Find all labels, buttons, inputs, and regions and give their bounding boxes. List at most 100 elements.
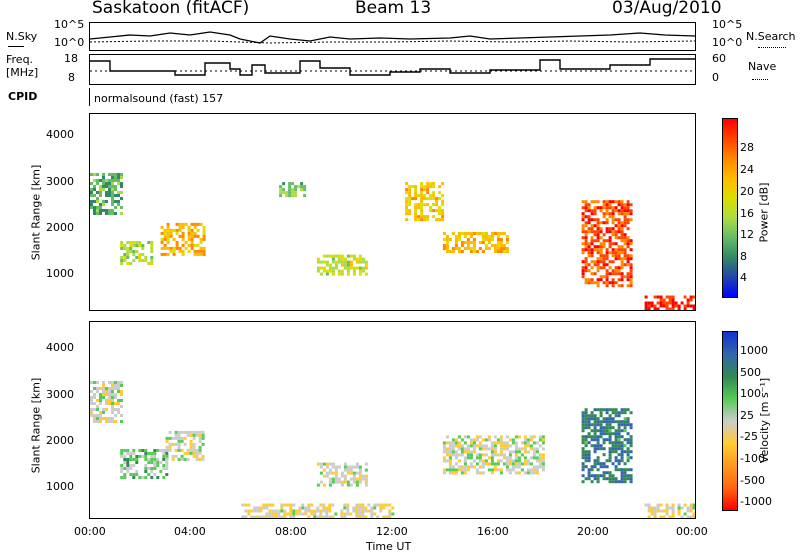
heatmap-cell: [337, 254, 341, 258]
heatmap-cell: [535, 459, 539, 463]
heatmap-cell: [253, 506, 257, 510]
heatmap-cell: [532, 447, 536, 451]
heatmap-cell: [126, 470, 130, 473]
heatmap-cell: [105, 387, 108, 390]
heatmap-cell: [514, 453, 518, 457]
heatmap-cell: [469, 465, 473, 469]
heatmap-cell: [602, 438, 606, 442]
heatmap-cell: [599, 206, 603, 210]
heatmap-cell: [193, 252, 197, 256]
heatmap-cell: [322, 506, 326, 510]
heatmap-cell: [529, 471, 533, 475]
heatmap-cell: [180, 454, 184, 458]
heatmap-cell: [349, 471, 353, 475]
heatmap-cell: [487, 456, 491, 460]
heatmap-cell: [129, 464, 133, 467]
heatmap-cell: [90, 408, 93, 411]
heatmap-cell: [608, 215, 612, 219]
heatmap-cell: [505, 459, 509, 463]
heatmap-cell: [656, 503, 660, 507]
heatmap-cell: [93, 387, 96, 390]
heatmap-cell: [279, 191, 283, 195]
heatmap-cell: [514, 447, 518, 451]
heatmap-cell: [168, 445, 172, 449]
heatmap-cell: [195, 433, 199, 437]
heatmap-cell: [478, 441, 482, 445]
heatmap-cell: [608, 212, 612, 216]
heatmap-cell: [487, 235, 491, 238]
heatmap-cell: [391, 506, 395, 510]
heatmap-cell: [490, 232, 494, 235]
heatmap-cell: [405, 197, 409, 201]
heatmap-cell: [653, 506, 657, 510]
heatmap-cell: [529, 447, 533, 451]
heatmap-cell: [445, 238, 449, 241]
heatmap-cell: [334, 263, 338, 267]
heatmap-cell: [686, 509, 690, 513]
heatmap-cell: [526, 438, 530, 442]
heatmap-cell: [198, 439, 202, 443]
heatmap-cell: [629, 269, 633, 273]
heatmap-cell: [268, 503, 272, 507]
heatmap-cell: [192, 436, 196, 440]
heatmap-cell: [166, 237, 170, 241]
heatmap-cell: [364, 506, 368, 510]
heatmap-cell: [355, 260, 359, 264]
heatmap-cell: [602, 477, 606, 481]
heatmap-cell: [599, 227, 603, 231]
heatmap-cell: [617, 203, 621, 207]
heatmap-cell: [692, 512, 695, 516]
heatmap-cell: [201, 436, 205, 440]
heatmap-cell: [361, 474, 365, 478]
heatmap-cell: [614, 236, 618, 240]
heatmap-cell: [111, 399, 114, 402]
heatmap-cell: [620, 411, 624, 415]
velocity-cbar-label: Velocity [m s⁻¹]: [758, 377, 772, 464]
heatmap-cell: [620, 239, 624, 243]
heatmap-cell: [463, 471, 467, 475]
heatmap-cell: [478, 459, 482, 463]
heatmap-cell: [364, 477, 368, 481]
heatmap-cell: [511, 462, 515, 466]
heatmap-cell: [593, 423, 597, 427]
heatmap-cell: [493, 453, 497, 457]
heatmap-cell: [256, 515, 260, 518]
heatmap-cell: [593, 435, 597, 439]
heatmap-cell: [541, 465, 545, 469]
heatmap-cell: [181, 231, 185, 235]
heatmap-cell: [611, 444, 615, 448]
heatmap-cell: [680, 515, 684, 518]
heatmap-cell: [623, 450, 627, 454]
heatmap-cell: [451, 232, 455, 235]
heatmap-cell: [346, 269, 350, 273]
heatmap-cell: [668, 515, 672, 518]
heatmap-cell: [108, 182, 111, 185]
heatmap-cell: [599, 474, 603, 478]
heatmap-cell: [120, 420, 123, 423]
heatmap-cell: [325, 465, 329, 469]
heatmap-cell: [587, 215, 591, 219]
heatmap-cell: [147, 262, 151, 265]
heatmap-cell: [590, 239, 594, 243]
heatmap-cell: [493, 244, 497, 247]
heatmap-cell: [617, 248, 621, 252]
heatmap-cell: [596, 230, 600, 234]
heatmap-cell: [337, 257, 341, 261]
heatmap-cell: [614, 254, 618, 258]
heatmap-cell: [144, 449, 148, 452]
heatmap-cell: [626, 432, 630, 436]
heatmap-cell: [484, 238, 488, 241]
heatmap-cell: [166, 234, 170, 238]
heatmap-cell: [626, 272, 630, 276]
station-title: Saskatoon (fitACF): [92, 0, 250, 18]
heatmap-cell: [650, 301, 654, 305]
heatmap-cell: [426, 185, 430, 189]
heatmap-cell: [177, 448, 181, 452]
heatmap-cell: [623, 468, 627, 472]
heatmap-cell: [584, 459, 588, 463]
heatmap-cell: [584, 408, 588, 412]
heatmap-cell: [457, 247, 461, 250]
heatmap-cell: [126, 256, 130, 259]
heatmap-cell: [602, 239, 606, 243]
heatmap-cell: [587, 248, 591, 252]
